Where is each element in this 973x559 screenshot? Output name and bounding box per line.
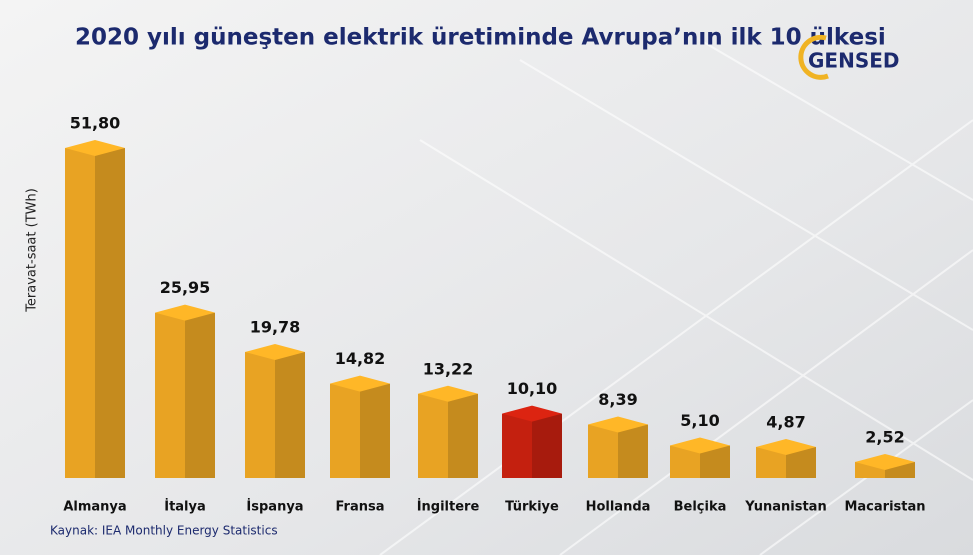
x-tick-label: İngiltere (417, 499, 480, 515)
bar-left-face (502, 414, 532, 478)
value-label: 5,10 (680, 411, 719, 430)
value-label: 10,10 (507, 379, 558, 398)
value-label: 19,78 (250, 317, 301, 336)
logo-text: GENSED (808, 49, 899, 73)
x-tick-label: Almanya (63, 500, 126, 515)
bar-right-face (360, 384, 390, 478)
value-label: 25,95 (160, 278, 211, 297)
value-label: 2,52 (865, 427, 904, 446)
value-label: 8,39 (598, 390, 637, 409)
bar-left-face (245, 352, 275, 478)
chart: 2020 yılı güneşten elektrik üretiminde A… (0, 0, 973, 555)
bar-right-face (275, 352, 305, 478)
value-label: 4,87 (766, 412, 805, 431)
value-label: 51,80 (70, 114, 121, 133)
bar-right-face (95, 148, 125, 478)
value-label: 13,22 (423, 359, 474, 378)
bar-left-face (155, 313, 185, 478)
x-tick-label: Türkiye (505, 500, 559, 515)
bar-left-face (330, 384, 360, 478)
bar-right-face (448, 394, 478, 478)
x-tick-label: Macaristan (844, 500, 925, 515)
chart-title: 2020 yılı güneşten elektrik üretiminde A… (75, 25, 886, 51)
x-tick-label: Fransa (336, 500, 385, 515)
value-label: 14,82 (335, 349, 386, 368)
bar-left-face (418, 394, 448, 478)
background (0, 0, 973, 555)
bar-right-face (618, 425, 648, 478)
source: Kaynak: IEA Monthly Energy Statistics (50, 524, 278, 538)
x-tick-label: Hollanda (586, 500, 651, 515)
x-tick-label: İtalya (164, 499, 206, 515)
bar-right-face (185, 313, 215, 478)
x-tick-label: İspanya (246, 499, 303, 515)
x-tick-label: Yunanistan (744, 500, 826, 515)
y-axis-label: Teravat-saat (TWh) (25, 188, 40, 313)
bar-left-face (65, 148, 95, 478)
bar-left-face (588, 425, 618, 478)
bar-right-face (532, 414, 562, 478)
x-tick-label: Belçika (674, 500, 727, 515)
